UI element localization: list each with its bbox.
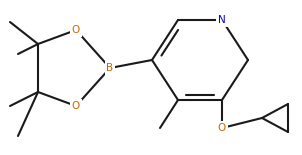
Text: O: O	[72, 101, 80, 111]
Text: O: O	[72, 25, 80, 35]
Text: N: N	[218, 15, 226, 25]
Text: B: B	[106, 63, 114, 73]
Text: O: O	[218, 123, 226, 133]
